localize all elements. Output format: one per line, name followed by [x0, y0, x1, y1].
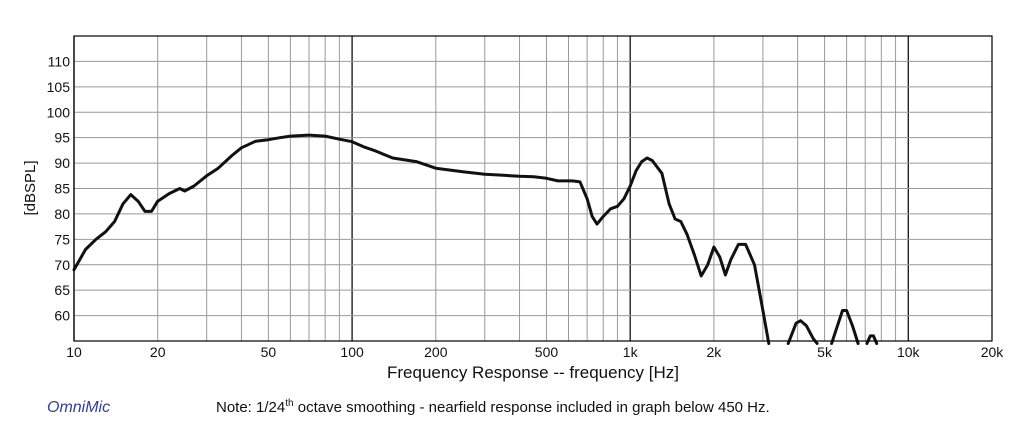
- note-prefix: Note: 1/24: [216, 399, 286, 416]
- response-curve: [72, 133, 879, 345]
- x-tick-label: 2k: [707, 344, 723, 360]
- y-tick-label: 110: [48, 53, 71, 69]
- response-curve-segment: [830, 309, 860, 345]
- x-tick-labels: 10 20 50 100 200 500 1k 2k 5k 10k 20k: [66, 344, 1004, 360]
- x-tick-label: 20: [150, 344, 166, 360]
- response-curve-segment: [72, 133, 771, 345]
- frequency-response-chart: 10 20 50 100 200 500 1k 2k 5k 10k 20k 60 65 70 75 80 85…: [22, 35, 1005, 382]
- x-tick-label: 500: [535, 344, 559, 360]
- grid: [73, 36, 993, 341]
- note-suffix: octave smoothing - nearfield response in…: [293, 399, 770, 416]
- note-superscript: th: [285, 398, 294, 409]
- x-tick-label: 20k: [981, 344, 1005, 360]
- y-tick-label: 60: [54, 308, 70, 324]
- x-tick-label: 200: [424, 344, 448, 360]
- y-tick-label: 95: [54, 130, 70, 146]
- x-tick-label: 100: [340, 344, 364, 360]
- response-curve-segment: [786, 319, 819, 345]
- x-tick-label: 50: [261, 344, 277, 360]
- y-tick-label: 85: [54, 181, 70, 197]
- y-tick-label: 90: [54, 155, 70, 171]
- y-axis-label: [dBSPL]: [22, 160, 39, 215]
- y-tick-label: 70: [54, 257, 70, 273]
- y-tick-label: 105: [47, 79, 71, 95]
- x-tick-label: 10k: [897, 344, 921, 360]
- y-tick-labels: 60 65 70 75 80 85 90 95 100 105 110: [47, 53, 71, 323]
- omnimic-logo-text: OmniMic: [47, 399, 111, 416]
- x-axis-label: Frequency Response -- frequency [Hz]: [387, 363, 679, 382]
- y-tick-label: 100: [47, 104, 71, 120]
- y-tick-label: 65: [54, 282, 70, 298]
- response-curve-segment: [865, 334, 879, 345]
- x-tick-label: 1k: [623, 344, 639, 360]
- x-tick-label: 10: [66, 344, 82, 360]
- plot-frame: [73, 35, 993, 342]
- y-tick-label: 75: [54, 231, 70, 247]
- y-tick-label: 80: [54, 206, 70, 222]
- smoothing-note: Note: 1/24th octave smoothing - nearfiel…: [216, 398, 770, 416]
- x-tick-label: 5k: [817, 344, 833, 360]
